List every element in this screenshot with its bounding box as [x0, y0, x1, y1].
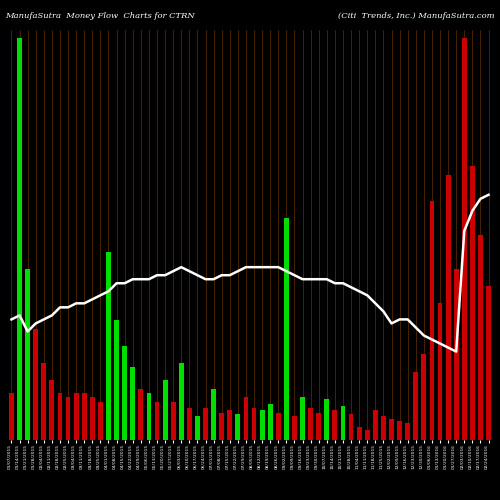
- Bar: [454, 269, 458, 440]
- Bar: [486, 286, 491, 440]
- Bar: [300, 397, 305, 440]
- Bar: [154, 402, 160, 440]
- Bar: [66, 397, 70, 440]
- Bar: [146, 393, 152, 440]
- Bar: [220, 412, 224, 440]
- Bar: [162, 380, 168, 440]
- Bar: [187, 408, 192, 440]
- Bar: [236, 414, 240, 440]
- Bar: [9, 393, 14, 440]
- Bar: [276, 412, 280, 440]
- Bar: [430, 200, 434, 440]
- Bar: [122, 346, 127, 440]
- Bar: [422, 354, 426, 440]
- Bar: [340, 406, 345, 440]
- Bar: [446, 175, 450, 440]
- Bar: [42, 363, 46, 440]
- Text: (Citi  Trends, Inc.) ManufaSutra.com: (Citi Trends, Inc.) ManufaSutra.com: [338, 12, 495, 20]
- Bar: [397, 421, 402, 440]
- Bar: [316, 412, 321, 440]
- Bar: [268, 404, 272, 440]
- Bar: [292, 416, 297, 440]
- Bar: [324, 399, 329, 440]
- Bar: [17, 38, 22, 440]
- Bar: [308, 408, 313, 440]
- Bar: [389, 418, 394, 440]
- Bar: [34, 329, 38, 440]
- Bar: [179, 363, 184, 440]
- Bar: [348, 414, 354, 440]
- Bar: [171, 402, 175, 440]
- Bar: [98, 402, 103, 440]
- Text: ManufaSutra  Money Flow  Charts for CTRN: ManufaSutra Money Flow Charts for CTRN: [5, 12, 195, 20]
- Bar: [478, 234, 483, 440]
- Bar: [252, 408, 256, 440]
- Bar: [462, 38, 466, 440]
- Bar: [195, 416, 200, 440]
- Bar: [25, 269, 30, 440]
- Bar: [50, 380, 54, 440]
- Bar: [332, 410, 338, 440]
- Bar: [90, 397, 95, 440]
- Bar: [260, 410, 264, 440]
- Bar: [381, 416, 386, 440]
- Bar: [365, 430, 370, 440]
- Bar: [82, 393, 86, 440]
- Bar: [228, 410, 232, 440]
- Bar: [284, 218, 289, 440]
- Bar: [470, 166, 475, 440]
- Bar: [203, 408, 208, 440]
- Bar: [373, 410, 378, 440]
- Bar: [405, 423, 410, 440]
- Bar: [438, 303, 442, 440]
- Bar: [211, 388, 216, 440]
- Bar: [58, 393, 62, 440]
- Bar: [114, 320, 119, 440]
- Bar: [414, 372, 418, 440]
- Bar: [106, 252, 111, 440]
- Bar: [138, 388, 143, 440]
- Bar: [244, 397, 248, 440]
- Bar: [130, 368, 135, 440]
- Bar: [74, 393, 78, 440]
- Bar: [356, 427, 362, 440]
